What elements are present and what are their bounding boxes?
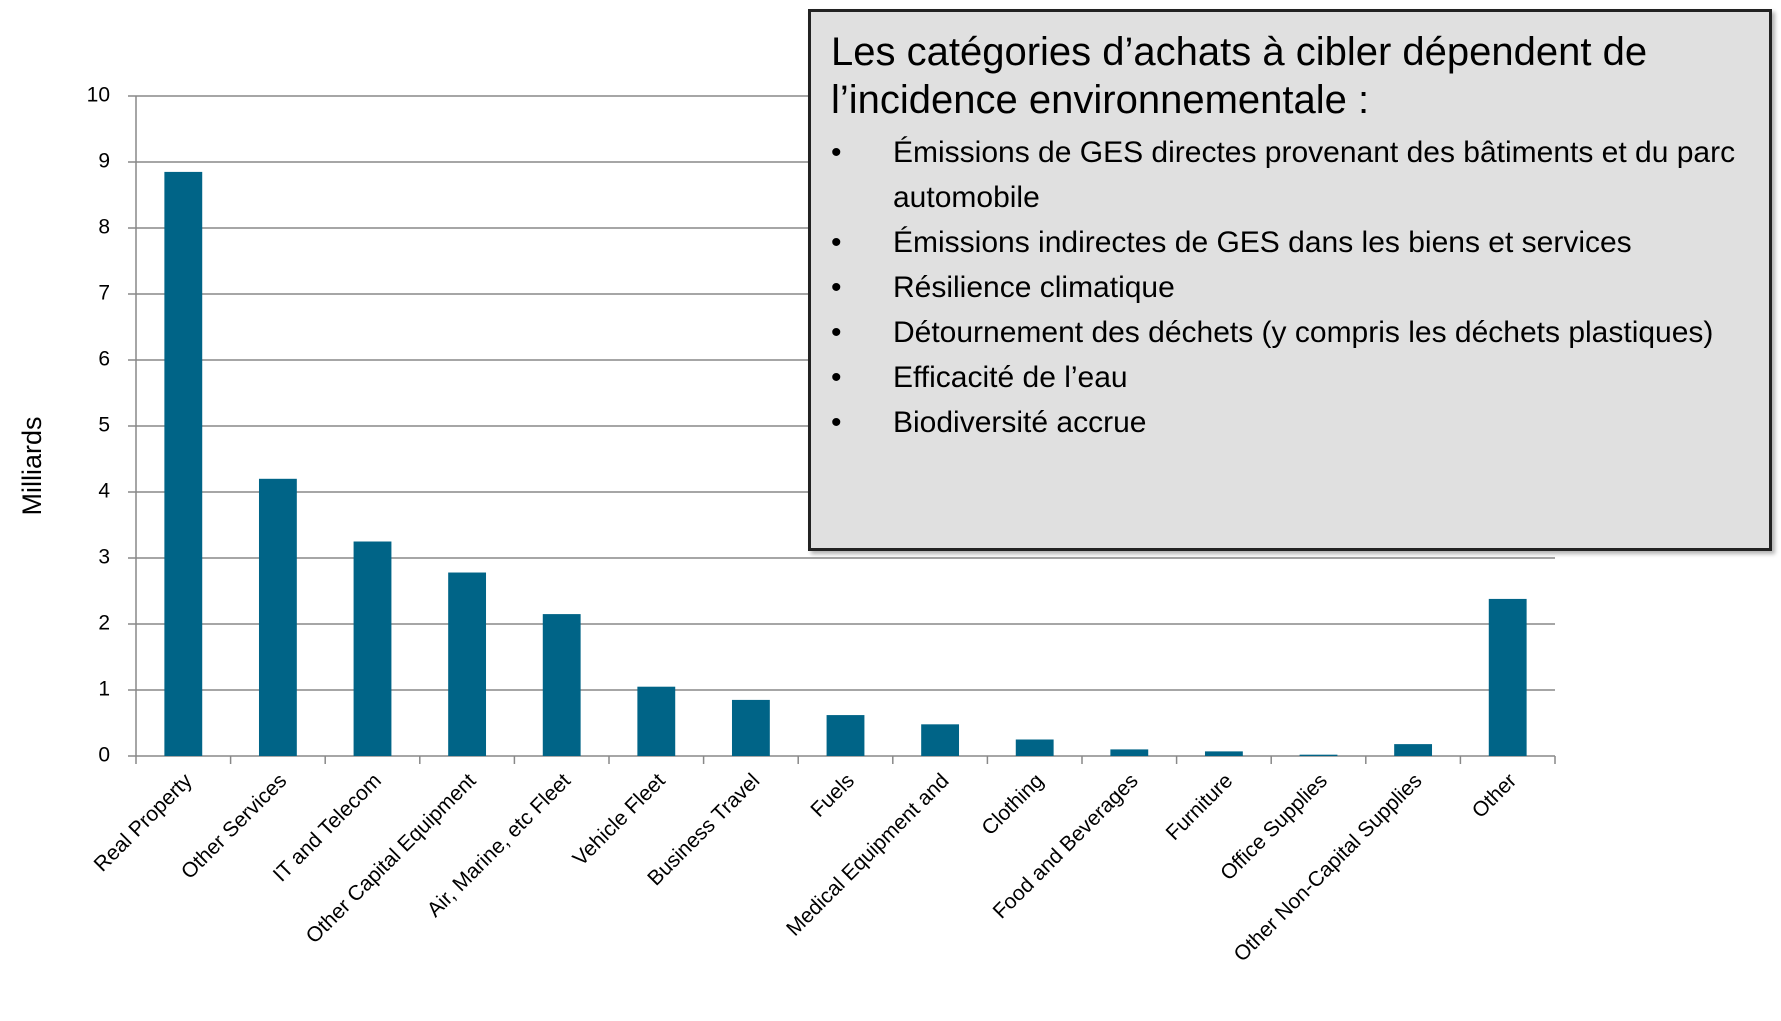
y-tick-label: 0 <box>98 744 110 767</box>
bar <box>164 171 203 756</box>
bar <box>826 715 865 756</box>
y-tick-label: 6 <box>98 348 110 371</box>
bar <box>1299 754 1338 756</box>
annotation-box: Les catégories d’achats à cibler dépende… <box>808 9 1772 551</box>
bar <box>258 478 297 756</box>
annotation-bullet: Émissions de GES directes provenant des … <box>831 130 1769 220</box>
y-tick-label: 9 <box>98 150 110 173</box>
x-tick-label: Vehicle Fleet <box>568 769 669 870</box>
x-tick-label: Other Capital Equipment <box>302 769 481 948</box>
annotation-title: Les catégories d’achats à cibler dépende… <box>831 30 1648 122</box>
x-tick-label: Other Non-Capital Supplies <box>1230 769 1427 966</box>
annotation-bullet: Efficacité de l’eau <box>831 355 1769 400</box>
x-tick-label: Furniture <box>1162 769 1238 845</box>
y-tick-label: 10 <box>87 84 110 107</box>
y-tick-label: 3 <box>98 546 110 569</box>
annotation-bullet: Résilience climatique <box>831 265 1769 310</box>
x-tick-label: Medical Equipment and <box>782 769 953 940</box>
bar <box>1204 751 1243 756</box>
bar <box>637 686 676 756</box>
annotation-bullet: Détournement des déchets (y compris les … <box>831 310 1769 355</box>
bar <box>1394 744 1433 756</box>
x-tick-label: Other <box>1468 769 1521 822</box>
bar <box>1488 598 1527 756</box>
bar <box>1015 739 1054 756</box>
y-tick-label: 8 <box>98 216 110 239</box>
bar <box>353 541 392 756</box>
annotation-list: Émissions de GES directes provenant des … <box>831 130 1769 445</box>
bar <box>921 724 960 756</box>
y-tick-label: 5 <box>98 414 110 437</box>
annotation-bullet: Biodiversité accrue <box>831 400 1769 445</box>
bar <box>1110 749 1149 756</box>
x-tick-label: Real Property <box>90 769 197 876</box>
y-tick-label: 4 <box>98 480 110 503</box>
bar <box>731 699 770 756</box>
y-tick-label: 7 <box>98 282 110 305</box>
x-tick-label: Clothing <box>977 769 1048 840</box>
bar <box>448 572 487 756</box>
y-tick-label: 1 <box>98 678 110 701</box>
bar <box>542 614 581 756</box>
y-tick-label: 2 <box>98 612 110 635</box>
y-axis-label: Milliards <box>17 416 47 515</box>
x-tick-label: Fuels <box>806 769 859 822</box>
annotation-bullet: Émissions indirectes de GES dans les bie… <box>831 220 1769 265</box>
